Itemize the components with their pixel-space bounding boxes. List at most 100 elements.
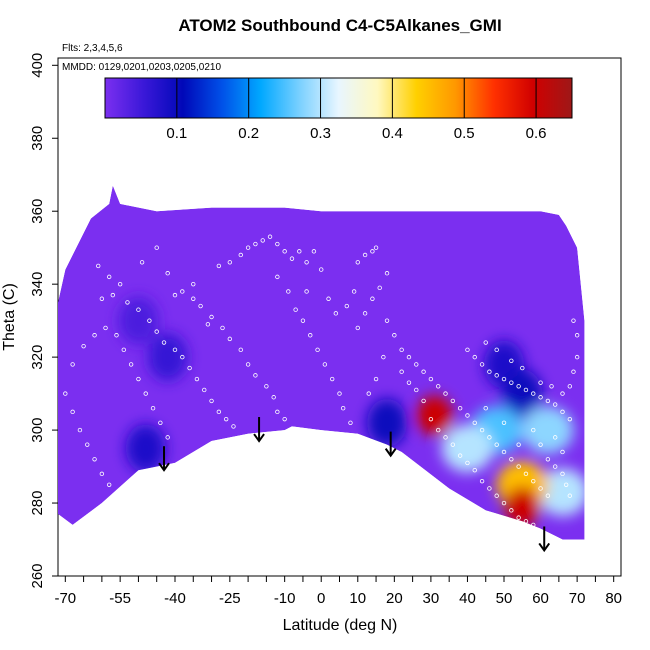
sample-point <box>472 354 477 360</box>
sample-point <box>121 347 127 353</box>
sample-point <box>300 318 306 323</box>
sample-point <box>516 515 521 520</box>
sample-point <box>457 453 463 458</box>
sample-point <box>106 482 112 488</box>
sample-point <box>552 464 558 469</box>
concentration-field <box>58 185 585 540</box>
sample-point <box>406 380 412 385</box>
sample-point <box>567 416 573 422</box>
sample-point <box>494 347 499 353</box>
sample-point <box>329 376 335 382</box>
sample-point <box>165 271 170 276</box>
flight-arrows <box>158 417 551 553</box>
sample-point <box>220 325 225 331</box>
flights-annotation: Flts: 2,3,4,5,6 <box>62 43 123 54</box>
sample-point <box>154 245 159 250</box>
sample-point <box>421 369 426 374</box>
sample-point <box>370 249 375 254</box>
sample-point <box>494 373 499 378</box>
sample-point <box>538 395 543 400</box>
sample-point <box>487 369 492 374</box>
x-tick-label: 50 <box>496 590 513 607</box>
sample-point <box>293 307 298 312</box>
sample-point <box>560 391 565 396</box>
sample-point <box>355 325 360 331</box>
sample-point <box>560 449 565 455</box>
sample-point <box>136 307 141 312</box>
y-tick-label: 400 <box>29 53 46 78</box>
sample-point <box>501 376 507 382</box>
sample-point <box>128 362 134 367</box>
sample-point <box>465 347 470 353</box>
x-tick-label: 60 <box>532 590 549 607</box>
sample-point <box>362 311 368 316</box>
sample-point <box>275 274 280 280</box>
x-tick-label: 70 <box>569 590 586 607</box>
sample-point <box>337 391 342 396</box>
field-hotspot <box>125 424 166 473</box>
sample-point <box>392 333 397 338</box>
sample-point <box>428 376 434 382</box>
sample-point <box>117 281 123 287</box>
sample-point <box>501 500 507 506</box>
sample-point <box>494 442 499 447</box>
sample-point <box>560 409 565 415</box>
sample-point <box>77 427 83 433</box>
sample-point <box>373 245 379 250</box>
sample-point <box>399 369 404 374</box>
sample-point <box>574 354 580 360</box>
sample-point <box>289 256 295 261</box>
sample-point <box>202 387 207 393</box>
sample-point <box>282 249 287 254</box>
sample-point <box>538 442 543 447</box>
sample-point <box>399 347 404 353</box>
x-tick-label: 10 <box>349 590 366 607</box>
arrow-head <box>538 542 551 553</box>
x-tick-label: -25 <box>219 590 241 607</box>
sample-point <box>150 405 156 411</box>
sample-point <box>516 384 521 389</box>
sample-point <box>483 340 488 345</box>
sample-point <box>191 296 196 301</box>
sample-point <box>136 376 141 382</box>
sample-point <box>571 318 576 323</box>
sample-point <box>509 358 514 363</box>
sample-point <box>245 245 251 250</box>
sample-point <box>172 292 178 298</box>
sample-point <box>81 343 86 349</box>
sample-point <box>304 289 309 294</box>
colorbar-tick-label: 0.4 <box>382 125 403 142</box>
sample-point <box>443 391 448 396</box>
sample-point <box>282 416 287 422</box>
sample-point <box>158 420 163 425</box>
sample-point <box>355 260 360 265</box>
sample-point <box>180 289 185 294</box>
sample-point <box>227 260 233 265</box>
sample-point <box>275 241 280 247</box>
y-tick-label: 320 <box>29 345 46 370</box>
sample-point <box>560 471 565 477</box>
arrow-head <box>253 433 265 443</box>
sample-point <box>267 234 273 239</box>
sample-point <box>286 289 291 294</box>
sample-point <box>516 442 521 447</box>
sample-point <box>103 325 108 331</box>
x-tick-label: 30 <box>423 590 440 607</box>
sample-point <box>487 486 492 491</box>
sample-point <box>549 384 554 389</box>
sample-point <box>351 289 357 294</box>
sample-point <box>377 285 382 291</box>
field-hotspot <box>367 398 408 447</box>
colorbar <box>104 77 573 119</box>
sample-point <box>538 486 543 491</box>
sample-point <box>238 252 243 258</box>
sample-point <box>472 420 477 425</box>
sample-point <box>275 409 280 415</box>
sample-point <box>531 522 536 528</box>
sample-point <box>545 493 551 498</box>
x-axis: -70 -55 -40 -25 -10 0 10 20 30 40 50 60 70 80 <box>54 576 622 607</box>
sample-point <box>483 405 488 411</box>
y-tick-label: 260 <box>29 563 46 588</box>
sample-point <box>567 384 573 389</box>
